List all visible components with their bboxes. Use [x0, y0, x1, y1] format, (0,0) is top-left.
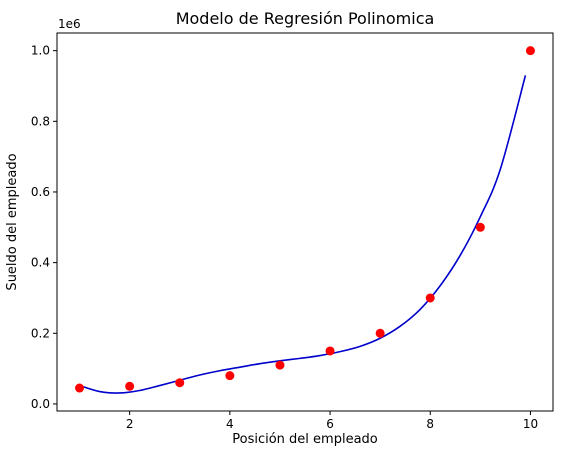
y-offset-label: 1e6	[58, 17, 81, 31]
plot-area	[75, 46, 535, 393]
y-tick-label: 0.4	[31, 256, 50, 270]
data-point	[476, 223, 485, 232]
x-tick-label: 4	[226, 417, 234, 431]
data-point	[326, 346, 335, 355]
data-point	[75, 384, 84, 393]
chart-title: Modelo de Regresión Polinomica	[176, 9, 435, 28]
x-axis-label: Posición del empleado	[232, 432, 378, 447]
y-axis: 0.0 0.2 0.4 0.6 0.8 1.0	[31, 44, 57, 411]
data-point	[526, 46, 535, 55]
y-axis-label: Sueldo del empleado	[5, 153, 20, 290]
data-point	[225, 371, 234, 380]
x-tick-label: 2	[126, 417, 134, 431]
y-tick-label: 0.0	[31, 397, 50, 411]
data-point	[376, 329, 385, 338]
x-tick-label: 6	[326, 417, 334, 431]
data-point	[125, 382, 134, 391]
x-tick-label: 8	[426, 417, 434, 431]
y-tick-label: 0.2	[31, 326, 50, 340]
y-tick-label: 0.8	[31, 114, 50, 128]
y-tick-label: 0.6	[31, 185, 50, 199]
x-axis: 2 4 6 8 10	[126, 411, 538, 431]
regression-curve	[80, 75, 526, 393]
y-tick-label: 1.0	[31, 44, 50, 58]
x-tick-label: 10	[523, 417, 538, 431]
data-point	[275, 361, 284, 370]
data-point	[426, 293, 435, 302]
data-point	[175, 378, 184, 387]
